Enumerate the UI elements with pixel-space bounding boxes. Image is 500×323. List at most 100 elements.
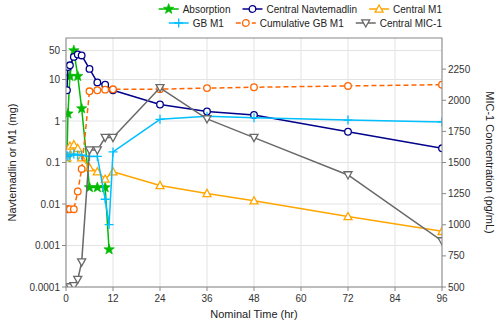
marker xyxy=(156,115,165,124)
tick-x xyxy=(348,287,349,291)
tick-label-y: 1 xyxy=(54,116,60,127)
tick-label-y: 0.01 xyxy=(41,199,61,210)
legend-label: Cumulative GB M1 xyxy=(260,18,344,29)
tick-label-y2: 750 xyxy=(448,250,465,261)
marker xyxy=(67,62,74,69)
marker xyxy=(109,168,117,175)
legend-swatch xyxy=(242,6,262,13)
marker xyxy=(362,20,370,27)
series-line xyxy=(67,145,442,232)
tick-x xyxy=(395,287,396,291)
marker xyxy=(74,276,82,283)
marker xyxy=(104,244,114,254)
tick-label-x: 48 xyxy=(248,293,260,304)
grid-line-y xyxy=(66,50,442,51)
series xyxy=(66,45,114,254)
tick-label-y2: 1500 xyxy=(448,157,471,168)
marker xyxy=(74,144,82,151)
tick-label-x: 36 xyxy=(201,293,213,304)
tick-y xyxy=(62,162,66,163)
tick-label-y2: 1750 xyxy=(448,126,471,137)
tick-x xyxy=(301,287,302,291)
tick-label-y2: 1250 xyxy=(448,188,471,199)
marker xyxy=(250,113,259,122)
marker xyxy=(66,108,73,118)
marker xyxy=(156,85,164,92)
marker xyxy=(101,134,109,141)
tick-label-y: 0.0001 xyxy=(29,282,60,293)
marker xyxy=(157,101,164,108)
tick-label-x: 96 xyxy=(436,293,448,304)
chart: 012243648607284960.00010.0010.010.111050… xyxy=(0,0,500,323)
tick-label-y2: 1000 xyxy=(448,219,471,230)
marker xyxy=(101,195,110,204)
marker xyxy=(86,66,93,73)
grid-line-y xyxy=(66,162,442,163)
marker xyxy=(174,19,183,28)
marker xyxy=(438,227,442,234)
tick-y2 xyxy=(442,162,446,163)
y2-axis-label: MIC-1 Concentration (pg/mL) xyxy=(484,91,496,233)
series-line xyxy=(67,55,442,149)
tick-label-y: 0.001 xyxy=(35,240,60,251)
marker xyxy=(66,87,70,94)
legend-label: Central MIC-1 xyxy=(380,18,443,29)
series-group xyxy=(66,45,442,287)
tick-y xyxy=(62,121,66,122)
legend-item: Absorption xyxy=(159,4,231,15)
x-axis-label: Nominal Time (hr) xyxy=(210,308,297,320)
tick-label-x: 0 xyxy=(63,293,69,304)
marker xyxy=(249,6,256,13)
tick-label-x: 72 xyxy=(342,293,354,304)
series xyxy=(66,85,442,287)
tick-x xyxy=(254,287,255,291)
tick-label-y2: 2250 xyxy=(448,64,471,75)
marker xyxy=(77,151,86,160)
marker xyxy=(78,166,85,173)
legend-item: Cumulative GB M1 xyxy=(236,18,344,29)
tick-label-y: 50 xyxy=(49,45,61,56)
marker xyxy=(345,128,352,135)
tick-label-x: 24 xyxy=(154,293,166,304)
tick-y2 xyxy=(442,224,446,225)
marker xyxy=(344,172,352,179)
series-line xyxy=(67,88,442,287)
marker xyxy=(251,84,258,91)
marker xyxy=(110,87,117,94)
tick-label-x: 12 xyxy=(107,293,119,304)
tick-y2 xyxy=(442,193,446,194)
plot-frame xyxy=(66,38,442,287)
marker xyxy=(66,152,72,161)
marker xyxy=(86,147,94,154)
marker xyxy=(94,87,101,94)
tick-label-y: 0.1 xyxy=(46,157,60,168)
tick-y2 xyxy=(442,255,446,256)
legend-swatch xyxy=(169,19,189,28)
legend-item: GB M1 xyxy=(169,18,225,29)
tick-y2 xyxy=(442,131,446,132)
legend-label: Central Navtemadlin xyxy=(266,4,357,15)
marker xyxy=(93,147,101,154)
legend: AbsorptionCentral NavtemadlinCentral M1G… xyxy=(159,4,443,29)
marker xyxy=(203,116,211,123)
marker xyxy=(204,85,211,92)
marker xyxy=(105,220,114,229)
marker xyxy=(438,117,443,126)
marker xyxy=(345,83,352,90)
tick-y xyxy=(62,204,66,205)
tick-y xyxy=(62,245,66,246)
marker xyxy=(66,151,74,160)
series xyxy=(66,141,442,235)
tick-y2 xyxy=(442,100,446,101)
grid-line-y xyxy=(66,245,442,246)
legend-item: Central Navtemadlin xyxy=(242,4,357,15)
tick-label-y: 10 xyxy=(49,74,61,85)
marker xyxy=(109,147,118,156)
grid-line-y xyxy=(66,79,442,80)
plot-background xyxy=(66,38,442,287)
marker xyxy=(438,238,442,245)
marker xyxy=(69,150,78,159)
y-axis-label: Navtemadlin or M1 (mg) xyxy=(6,104,18,222)
tick-label-y2: 2000 xyxy=(448,95,471,106)
series xyxy=(66,81,442,212)
